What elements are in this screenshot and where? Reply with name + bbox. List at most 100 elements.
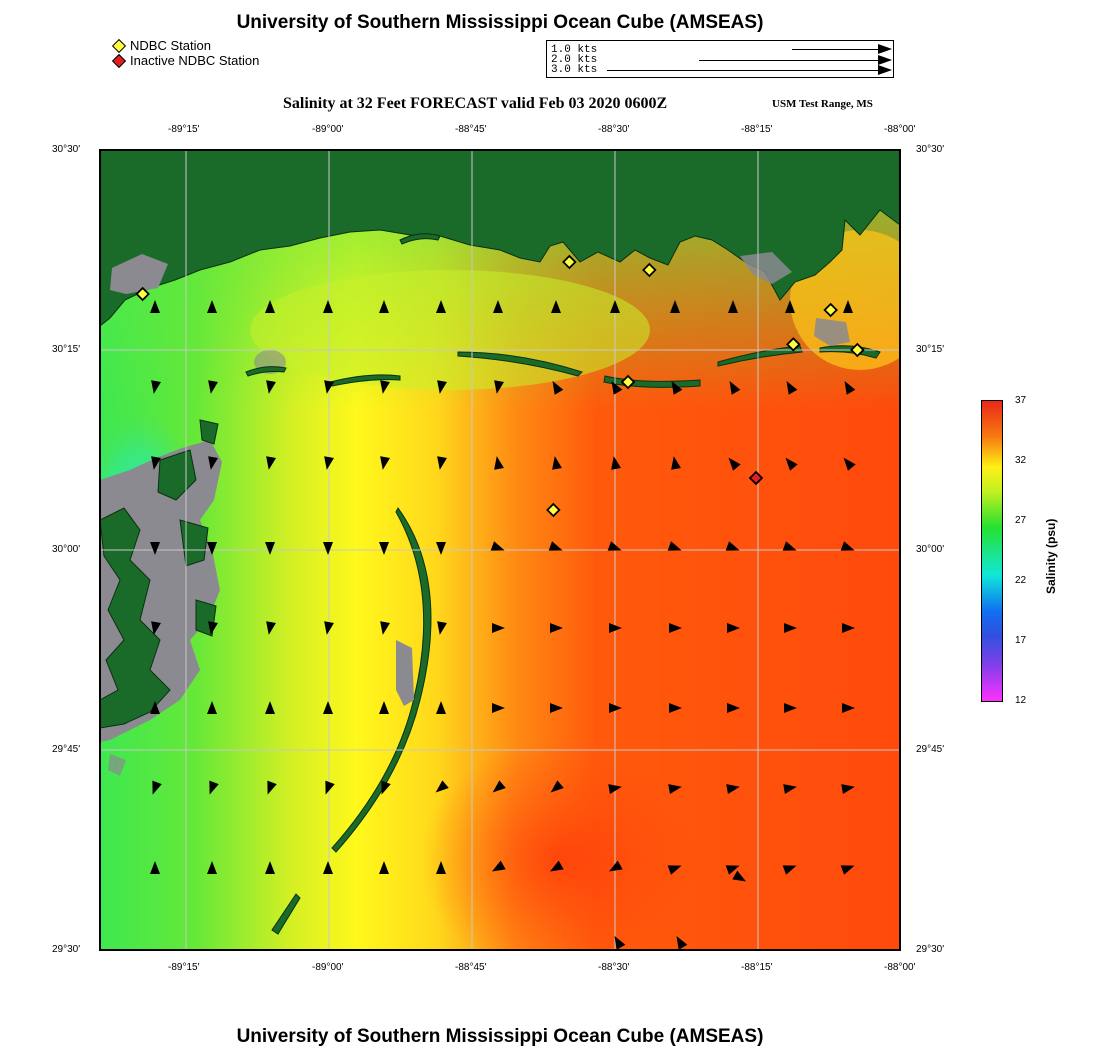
- current-vector-arrow: [207, 701, 217, 714]
- header-title: University of Southern Mississippi Ocean…: [236, 12, 764, 33]
- current-vector-arrow: [841, 784, 855, 794]
- vector-arrow-3: [607, 70, 880, 71]
- current-vector-arrow: [548, 541, 563, 551]
- current-vector-arrow: [437, 621, 447, 635]
- lon-tick-bottom: -88°30': [598, 962, 630, 973]
- current-vector-arrow: [436, 701, 446, 714]
- current-vector-arrow: [786, 380, 798, 395]
- current-vector-arrow: [552, 456, 562, 470]
- lon-tick-bottom: -88°00': [884, 962, 916, 973]
- current-vector-arrow: [324, 380, 334, 394]
- current-vector-arrow: [671, 456, 681, 470]
- current-vector-arrow: [608, 784, 622, 794]
- lat-tick-right: 30°00': [916, 544, 945, 555]
- marsh-area: [110, 254, 168, 294]
- legend-item-ndbc: NDBC Station: [111, 38, 211, 53]
- current-vector-arrow: [492, 780, 506, 793]
- current-vector-arrow: [494, 456, 504, 470]
- current-vector-arrow: [324, 621, 334, 635]
- current-vectors: [150, 300, 856, 950]
- current-vector-arrow: [614, 935, 626, 950]
- ndbc-station-marker[interactable]: [850, 342, 865, 358]
- current-vector-arrow: [266, 380, 276, 394]
- current-vector-arrow: [784, 703, 797, 713]
- current-vector-arrow: [151, 621, 161, 635]
- vector-label-3: 3.0 kts: [551, 64, 598, 76]
- current-vector-arrow: [492, 703, 505, 713]
- current-vector-arrow: [265, 300, 275, 313]
- current-vector-arrow: [782, 865, 797, 875]
- lat-tick-right: 29°45': [916, 744, 945, 755]
- lat-tick-left: 30°15': [52, 344, 81, 355]
- current-vector-arrow: [676, 935, 688, 950]
- current-vector-arrow: [608, 860, 623, 872]
- current-vector-arrow: [725, 541, 740, 551]
- map-subtitle: Salinity at 32 Feet FORECAST valid Feb 0…: [283, 95, 668, 112]
- current-vector-arrow: [207, 861, 217, 874]
- current-vector-arrow: [490, 541, 505, 551]
- ndbc-station-marker[interactable]: [620, 374, 636, 390]
- current-vector-arrow: [607, 541, 622, 551]
- current-vector-arrow: [551, 300, 561, 313]
- current-vector-arrow: [379, 861, 389, 874]
- footer-title: University of Southern Mississippi Ocean…: [236, 1026, 764, 1047]
- current-vector-arrow: [265, 701, 275, 714]
- current-vector-arrow: [265, 542, 275, 555]
- current-vector-arrow: [208, 456, 218, 470]
- lat-tick-right: 30°15': [916, 344, 945, 355]
- current-vector-arrow: [324, 456, 334, 470]
- current-vector-arrow: [609, 703, 622, 713]
- colorbar-tick: 32: [1015, 455, 1027, 466]
- current-vector-arrow: [381, 780, 391, 795]
- current-vector-arrow: [728, 457, 741, 471]
- colorbar-tick: 37: [1015, 395, 1027, 406]
- current-vector-arrow: [552, 380, 564, 395]
- lon-tick-top: -89°15': [168, 124, 200, 135]
- ndbc-station-marker[interactable]: [786, 337, 801, 352]
- current-vector-arrow: [208, 621, 218, 635]
- current-vector-arrow: [436, 861, 446, 874]
- current-vector-arrow: [844, 380, 856, 395]
- vector-arrowhead-3: [878, 65, 892, 75]
- map-frame: [99, 149, 901, 951]
- current-vector-arrow: [436, 542, 446, 555]
- ndbc-station-marker[interactable]: [135, 286, 150, 302]
- colorbar-tick: 12: [1015, 695, 1027, 706]
- current-vector-arrow: [492, 623, 505, 633]
- lat-tick-left: 29°45': [52, 744, 81, 755]
- current-vector-arrow: [727, 703, 740, 713]
- current-vector-arrow: [669, 623, 682, 633]
- current-vector-arrow: [152, 780, 162, 795]
- current-vector-arrow: [151, 456, 161, 470]
- current-vector-arrow: [550, 780, 564, 793]
- current-vector-arrow: [549, 860, 564, 872]
- vector-arrow-1: [792, 49, 880, 50]
- lon-tick-top: -88°00': [884, 124, 916, 135]
- current-vector-arrow: [611, 380, 623, 395]
- lon-tick-top: -88°45': [455, 124, 487, 135]
- lon-tick-top: -88°30': [598, 124, 630, 135]
- current-vector-arrow: [150, 542, 160, 555]
- current-vector-arrow: [266, 456, 276, 470]
- current-vector-arrow: [437, 456, 447, 470]
- ndbc-station-marker[interactable]: [823, 302, 838, 318]
- ndbc-station-marker[interactable]: [642, 262, 657, 278]
- mainland-coast: [100, 150, 900, 327]
- current-vector-arrow: [379, 300, 389, 313]
- current-vector-arrow: [491, 860, 506, 872]
- current-vector-arrow: [782, 541, 797, 551]
- current-vector-arrow: [266, 621, 276, 635]
- vector-label-1: 1.0 kts: [551, 44, 598, 56]
- colorbar-label: Salinity (psu): [1044, 518, 1058, 594]
- lat-tick-right: 29°30': [916, 944, 945, 955]
- ndbc-station-marker[interactable]: [546, 502, 561, 518]
- current-vector-arrow: [728, 300, 738, 313]
- salinity-colorbar: [981, 400, 1003, 702]
- inactive-ndbc-station-marker[interactable]: [748, 470, 764, 486]
- ndbc-station-marker[interactable]: [562, 254, 577, 270]
- legend-label-inactive: Inactive NDBC Station: [130, 53, 260, 68]
- lon-tick-top: -89°00': [312, 124, 344, 135]
- current-vector-arrow: [670, 300, 680, 313]
- current-vector-arrow: [208, 380, 218, 394]
- current-vector-arrow: [667, 541, 682, 551]
